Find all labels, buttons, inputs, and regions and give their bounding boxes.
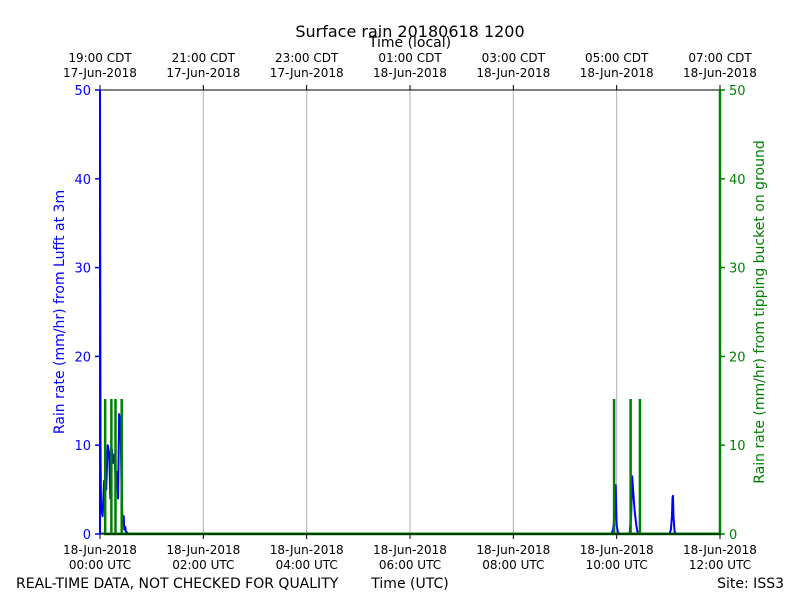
quality-note: REAL-TIME DATA, NOT CHECKED FOR QUALITY xyxy=(16,576,339,592)
x-top-tick-time-3: 01:00 CDT xyxy=(378,51,442,65)
x-bottom-tick-date-1: 18-Jun-2018 xyxy=(166,543,240,557)
x-top-tick-date-1: 17-Jun-2018 xyxy=(166,66,240,80)
x-bottom-tick-time-5: 10:00 UTC xyxy=(586,558,648,572)
x-top-tick-date-0: 17-Jun-2018 xyxy=(63,66,137,80)
y-right-tick-label-5: 50 xyxy=(729,84,746,99)
y-right-tick-label-0: 0 xyxy=(729,528,737,543)
x-bottom-tick-time-2: 04:00 UTC xyxy=(276,558,338,572)
x-bottom-tick-date-5: 18-Jun-2018 xyxy=(580,543,654,557)
x-bottom-tick-time-6: 12:00 UTC xyxy=(689,558,751,572)
x-top-tick-time-4: 03:00 CDT xyxy=(482,51,546,65)
x-bottom-tick-date-3: 18-Jun-2018 xyxy=(373,543,447,557)
x-top-tick-date-3: 18-Jun-2018 xyxy=(373,66,447,80)
y-left-tick-label-4: 40 xyxy=(74,173,91,188)
x-axis-title: Time (UTC) xyxy=(370,576,448,592)
x-bottom-tick-time-0: 00:00 UTC xyxy=(69,558,131,572)
x-top-tick-date-2: 17-Jun-2018 xyxy=(270,66,344,80)
x-top-tick-time-2: 23:00 CDT xyxy=(275,51,339,65)
y-right-tick-label-1: 10 xyxy=(729,439,746,454)
y-axis-right-title: Rain rate (mm/hr) from tipping bucket on… xyxy=(752,140,768,483)
x-bottom-tick-date-6: 18-Jun-2018 xyxy=(683,543,757,557)
x-top-tick-date-5: 18-Jun-2018 xyxy=(580,66,654,80)
x-top-tick-time-6: 07:00 CDT xyxy=(688,51,752,65)
y-left-tick-label-2: 20 xyxy=(74,350,91,365)
y-right-tick-label-2: 20 xyxy=(729,350,746,365)
x-bottom-tick-time-4: 08:00 UTC xyxy=(482,558,544,572)
y-left-tick-label-1: 10 xyxy=(74,439,91,454)
y-left-tick-label-0: 0 xyxy=(83,528,91,543)
top-axis-title: Time (local) xyxy=(368,35,451,51)
x-top-tick-time-1: 21:00 CDT xyxy=(172,51,236,65)
y-right-tick-label-3: 30 xyxy=(729,262,746,277)
x-top-tick-date-4: 18-Jun-2018 xyxy=(476,66,550,80)
x-bottom-tick-time-3: 06:00 UTC xyxy=(379,558,441,572)
y-left-tick-label-3: 30 xyxy=(74,262,91,277)
y-axis-left-title: Rain rate (mm/hr) from Lufft at 3m xyxy=(52,190,68,434)
y-right-tick-label-4: 40 xyxy=(729,173,746,188)
x-bottom-tick-date-0: 18-Jun-2018 xyxy=(63,543,137,557)
y-left-tick-label-5: 50 xyxy=(74,84,91,99)
x-bottom-tick-date-4: 18-Jun-2018 xyxy=(476,543,550,557)
series-line-lufft-seg-1 xyxy=(610,475,677,535)
x-top-tick-time-0: 19:00 CDT xyxy=(68,51,132,65)
x-top-tick-date-6: 18-Jun-2018 xyxy=(683,66,757,80)
chart-title: Surface rain 20180618 1200 xyxy=(295,22,524,41)
x-bottom-tick-date-2: 18-Jun-2018 xyxy=(270,543,344,557)
x-bottom-tick-time-1: 02:00 UTC xyxy=(172,558,234,572)
site-label: Site: ISS3 xyxy=(717,576,784,592)
x-top-tick-time-5: 05:00 CDT xyxy=(585,51,649,65)
